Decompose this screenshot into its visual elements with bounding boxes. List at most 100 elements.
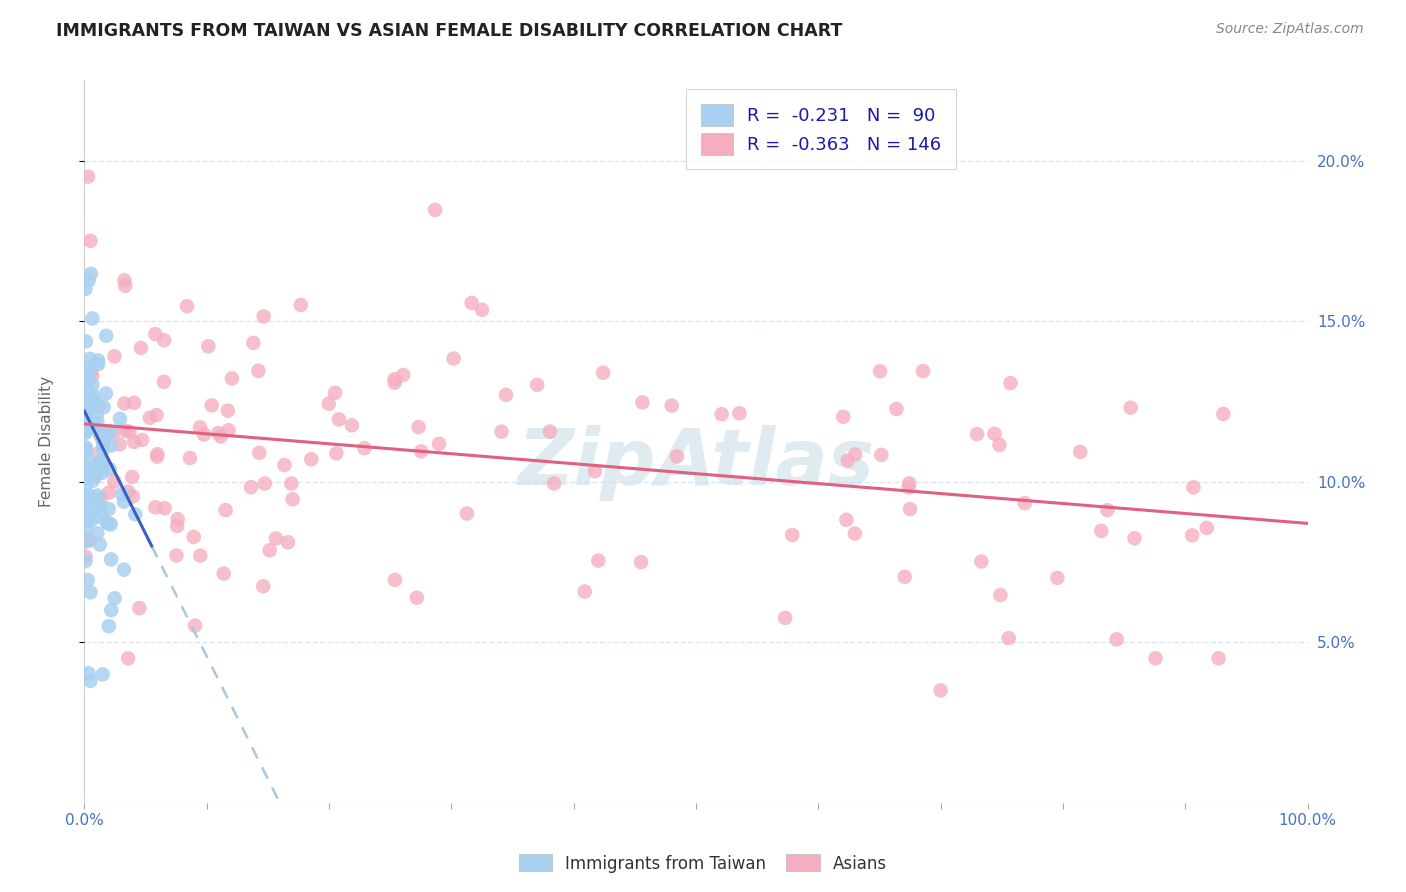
Point [86, 409, 108, 423]
Point [131, 433, 153, 447]
Point [247, 446, 270, 460]
Point [988, 438, 1011, 452]
Point [197, 339, 219, 353]
Point [77, 273, 100, 287]
Point [80, 267, 103, 281]
Point [112, 495, 135, 509]
Point [82, 377, 104, 392]
Text: ZipAtlas: ZipAtlas [517, 425, 875, 501]
Point [77, 361, 100, 376]
Point [143, 327, 166, 342]
Point [1014, 496, 1036, 510]
Point [146, 447, 169, 461]
Point [90, 504, 112, 518]
Point [76, 385, 98, 400]
Point [221, 371, 243, 385]
Point [427, 436, 450, 450]
Point [75, 371, 97, 385]
Point [75, 450, 97, 464]
Point [89, 538, 111, 552]
Point [183, 530, 205, 544]
Point [75, 523, 97, 537]
Point [100, 517, 122, 532]
Point [491, 425, 513, 439]
Point [1090, 524, 1112, 538]
Point [495, 388, 517, 402]
Point [121, 470, 143, 484]
Point [77, 369, 100, 384]
Point [76, 460, 98, 475]
Point [886, 402, 908, 417]
Point [77, 488, 100, 502]
Point [966, 427, 988, 442]
Point [207, 425, 229, 440]
Point [79, 585, 101, 599]
Point [83, 395, 105, 409]
Point [103, 349, 125, 363]
Point [318, 397, 340, 411]
Point [323, 385, 346, 400]
Point [77, 666, 100, 681]
Point [96, 425, 118, 440]
Point [153, 375, 176, 389]
Point [89, 492, 111, 507]
Point [1119, 401, 1142, 415]
Point [104, 591, 127, 606]
Point [340, 418, 363, 433]
Point [184, 618, 207, 632]
Point [86, 526, 108, 541]
Point [112, 396, 135, 410]
Point [75, 554, 97, 568]
Point [75, 425, 97, 440]
Point [75, 282, 97, 296]
Point [176, 299, 198, 313]
Point [929, 683, 952, 698]
Point [214, 503, 236, 517]
Point [77, 169, 100, 184]
Point [97, 619, 120, 633]
Point [299, 452, 322, 467]
Point [193, 427, 215, 442]
Point [75, 479, 97, 493]
Point [384, 573, 406, 587]
Point [84, 510, 107, 524]
Point [76, 412, 98, 426]
Point [835, 513, 858, 527]
Point [89, 428, 111, 442]
Point [96, 515, 118, 529]
Point [392, 368, 415, 382]
Point [75, 465, 97, 479]
Y-axis label: Female Disability: Female Disability [39, 376, 53, 508]
Point [290, 298, 312, 312]
Text: Source: ZipAtlas.com: Source: ZipAtlas.com [1216, 22, 1364, 37]
Point [93, 437, 115, 451]
Point [128, 601, 150, 615]
Point [83, 416, 105, 430]
Point [281, 492, 304, 507]
Point [87, 357, 110, 371]
Point [87, 400, 110, 414]
Point [114, 273, 136, 287]
Point [76, 500, 98, 514]
Point [325, 446, 347, 460]
Point [253, 476, 276, 491]
Point [75, 441, 97, 455]
Point [844, 448, 866, 462]
Point [117, 484, 139, 499]
Point [166, 519, 188, 533]
Point [91, 667, 114, 681]
Point [574, 584, 596, 599]
Point [100, 438, 122, 452]
Point [108, 411, 131, 425]
Point [75, 334, 97, 349]
Point [384, 372, 406, 386]
Point [408, 420, 430, 434]
Point [94, 427, 117, 442]
Point [280, 476, 302, 491]
Point [983, 426, 1005, 441]
Point [129, 341, 152, 355]
Point [212, 566, 235, 581]
Point [153, 501, 176, 516]
Point [456, 507, 478, 521]
Point [76, 489, 98, 503]
